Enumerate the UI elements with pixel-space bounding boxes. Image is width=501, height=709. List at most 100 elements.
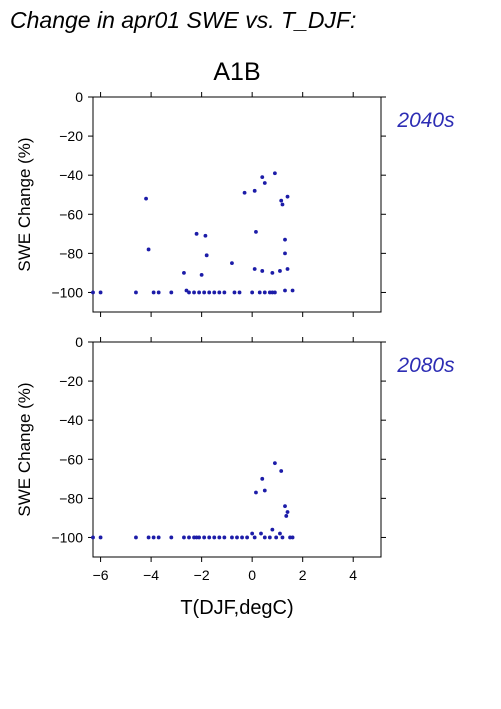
x-tick-label: −2 xyxy=(194,567,210,583)
data-point xyxy=(202,290,207,295)
data-point xyxy=(91,535,95,540)
data-point xyxy=(260,476,265,481)
x-tick-label: 2 xyxy=(299,567,307,583)
data-point xyxy=(270,527,275,532)
data-point xyxy=(250,290,255,295)
data-point xyxy=(267,535,272,540)
x-tick-label: 0 xyxy=(248,567,256,583)
data-point xyxy=(272,171,277,176)
data-point xyxy=(146,247,151,252)
data-point xyxy=(283,237,287,242)
data-point xyxy=(197,290,202,295)
data-point xyxy=(252,267,257,271)
data-point xyxy=(252,535,257,540)
data-point xyxy=(285,510,290,514)
data-point xyxy=(146,535,151,540)
data-point xyxy=(240,535,244,540)
data-point xyxy=(283,288,287,293)
data-point xyxy=(91,290,95,295)
data-point xyxy=(284,514,289,518)
period-label: 2040s xyxy=(396,109,455,132)
y-tick-label: −100 xyxy=(51,284,83,300)
data-point xyxy=(262,535,267,540)
x-tick-label: 4 xyxy=(349,567,357,583)
data-point xyxy=(182,535,186,540)
data-point xyxy=(262,181,267,185)
y-tick-label: −60 xyxy=(59,206,83,222)
data-point xyxy=(169,535,174,540)
data-point xyxy=(151,535,156,540)
data-point xyxy=(262,488,267,493)
y-tick-label: −40 xyxy=(59,167,83,183)
data-point xyxy=(245,535,250,540)
data-point xyxy=(250,531,255,536)
data-point xyxy=(280,202,285,207)
data-point xyxy=(230,535,234,540)
data-point xyxy=(262,290,267,295)
y-tick-label: 0 xyxy=(75,89,83,105)
y-tick-label: −40 xyxy=(59,412,83,428)
y-tick-label: −100 xyxy=(51,529,83,545)
data-point xyxy=(207,290,212,295)
data-point xyxy=(217,290,222,295)
data-point xyxy=(98,290,103,295)
data-point xyxy=(278,531,282,536)
data-point xyxy=(272,461,277,466)
data-point xyxy=(257,290,262,295)
data-point xyxy=(259,531,263,536)
plot-frame xyxy=(92,341,382,558)
data-point xyxy=(197,535,202,540)
data-point xyxy=(270,271,275,275)
data-point xyxy=(230,261,234,266)
data-point xyxy=(260,269,265,273)
chart-title: Change in apr01 SWE vs. T_DJF: xyxy=(10,7,356,33)
data-point xyxy=(134,535,138,540)
data-point xyxy=(254,490,258,495)
data-point xyxy=(182,271,186,275)
data-point xyxy=(278,269,282,273)
data-point xyxy=(134,290,138,295)
data-point xyxy=(187,535,191,540)
data-point xyxy=(285,194,290,199)
data-point xyxy=(222,290,227,295)
data-point xyxy=(212,290,217,295)
data-point xyxy=(285,267,290,271)
data-point xyxy=(217,535,222,540)
data-point xyxy=(290,288,295,293)
data-point xyxy=(144,196,148,201)
data-point xyxy=(272,290,277,295)
data-point xyxy=(242,190,247,195)
data-point xyxy=(235,535,239,540)
data-point xyxy=(169,290,174,295)
y-axis-label: SWE Change (%) xyxy=(15,382,34,516)
data-point xyxy=(283,504,287,509)
y-tick-label: −80 xyxy=(59,245,83,261)
y-tick-label: −20 xyxy=(59,128,83,144)
data-point xyxy=(290,535,295,540)
data-point xyxy=(192,290,196,295)
data-point xyxy=(279,469,284,473)
y-tick-label: 0 xyxy=(75,334,83,350)
data-point xyxy=(254,229,258,234)
data-point xyxy=(222,535,227,540)
data-point xyxy=(232,290,237,295)
x-tick-label: −4 xyxy=(143,567,159,583)
data-point xyxy=(194,231,199,236)
data-point xyxy=(283,251,287,256)
scenario-title: A1B xyxy=(213,58,260,86)
data-point xyxy=(274,535,279,540)
data-point xyxy=(202,535,207,540)
data-point xyxy=(252,188,257,193)
data-point xyxy=(199,272,204,277)
data-point xyxy=(203,233,208,238)
y-tick-label: −20 xyxy=(59,373,83,389)
data-point xyxy=(279,198,284,203)
data-point xyxy=(237,290,242,295)
data-point xyxy=(156,290,161,295)
plot-frame xyxy=(92,96,382,313)
x-axis-label: T(DJF,degC) xyxy=(180,597,293,619)
data-point xyxy=(187,290,191,295)
y-tick-label: −60 xyxy=(59,451,83,467)
